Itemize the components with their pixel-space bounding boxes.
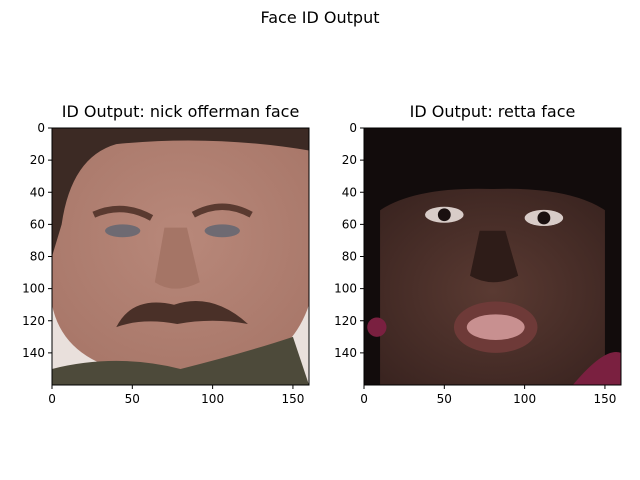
face-image [364,128,621,385]
x-tick-label: 0 [360,392,368,406]
panel-title: ID Output: nick offerman face [61,102,300,121]
y-tick-label: 100 [22,282,45,296]
y-tick-label: 40 [30,185,45,199]
panel-2: ID Output: retta face 0 50 100 150 0 20 40 60 80 1… [334,102,622,406]
x-tick-label: 150 [593,392,616,406]
nose [470,230,519,283]
y-tick-label: 60 [342,217,357,231]
y-tick-label: 120 [22,314,45,328]
y-tick-label: 120 [334,314,357,328]
y-tick-label: 20 [342,153,357,167]
x-tick-label: 150 [281,392,304,406]
y-tick-label: 20 [30,153,45,167]
y-tick-label: 140 [334,346,357,360]
x-tick-label: 100 [513,392,536,406]
y-tick-label: 40 [342,185,357,199]
y-tick-label: 0 [349,121,357,135]
eye-right [204,224,240,238]
figure-title: Face ID Output [260,8,380,27]
hair [52,128,309,257]
mustache [116,301,248,328]
earring-left [367,317,387,337]
shirt [52,336,309,385]
axes-frame: 0 50 100 150 0 20 40 60 80 100 120 140 [334,121,622,406]
y-tick-label: 140 [22,346,45,360]
image-axes: 0 50 100 150 0 20 40 60 80 100 120 140 [334,121,622,406]
x-tick-label: 50 [437,392,452,406]
hair-bangs [364,128,621,225]
x-tick-label: 50 [125,392,140,406]
y-tick-label: 100 [334,282,357,296]
image-axes: 0 50 100 150 0 20 40 60 80 100 120 140 [22,121,310,406]
y-tick-label: 80 [342,250,357,264]
y-tick-label: 0 [37,121,45,135]
clothing-accent [572,351,621,385]
eye-left [105,224,141,238]
panel-title: ID Output: retta face [409,102,576,121]
face-image [52,128,309,385]
x-tick-label: 100 [201,392,224,406]
y-tick-label: 60 [30,217,45,231]
nose [154,227,200,289]
panel-1: ID Output: nick offerman face 0 50 100 150 0 2… [22,102,310,406]
axes-frame: 0 50 100 150 0 20 40 60 80 100 120 140 [22,121,310,406]
x-tick-label: 0 [48,392,56,406]
y-tick-label: 80 [30,250,45,264]
